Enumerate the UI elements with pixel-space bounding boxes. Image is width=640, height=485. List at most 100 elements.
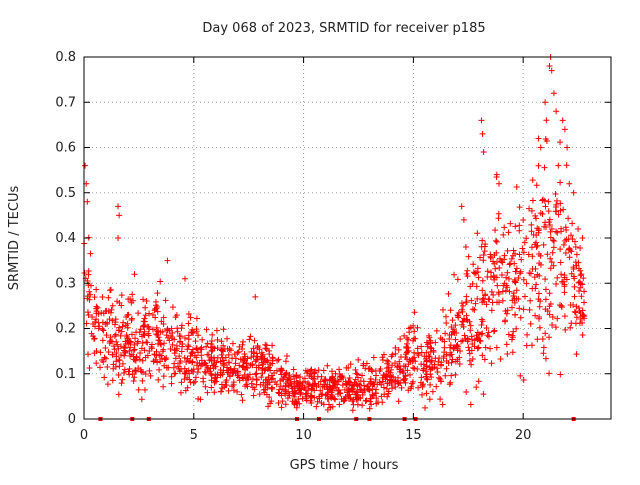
data-point — [256, 391, 263, 398]
data-point — [181, 354, 188, 361]
data-point — [134, 340, 141, 347]
data-point — [280, 376, 287, 383]
data-point — [454, 343, 461, 350]
data-point — [474, 295, 481, 302]
data-point — [129, 297, 136, 304]
data-point — [536, 324, 543, 331]
data-point — [234, 349, 241, 356]
data-point — [516, 227, 523, 234]
data-point — [546, 63, 553, 70]
data-point — [121, 352, 128, 359]
data-point — [139, 339, 146, 346]
data-point — [528, 207, 535, 214]
data-point — [392, 383, 399, 390]
data-point — [144, 323, 151, 330]
data-point — [496, 180, 503, 187]
data-point — [208, 384, 215, 391]
data-point — [442, 330, 449, 337]
data-point — [339, 382, 346, 389]
data-point — [86, 296, 93, 303]
data-point — [561, 283, 568, 290]
data-point — [140, 296, 147, 303]
data-point — [297, 373, 304, 380]
data-point — [517, 372, 524, 379]
data-point — [502, 308, 509, 315]
data-point — [359, 372, 366, 379]
data-point — [100, 310, 107, 317]
data-point — [578, 293, 585, 300]
data-point — [555, 162, 562, 169]
data-point — [234, 388, 241, 395]
data-point — [385, 358, 392, 365]
data-point — [488, 307, 495, 314]
data-point — [548, 226, 555, 233]
data-point — [117, 332, 124, 339]
data-point — [244, 383, 251, 390]
data-point — [220, 357, 227, 364]
data-point — [225, 351, 232, 358]
data-point — [425, 353, 432, 360]
data-point — [201, 368, 208, 375]
data-point — [375, 399, 382, 406]
data-point — [194, 345, 201, 352]
data-point — [404, 367, 411, 374]
data-point — [487, 253, 494, 260]
data-point — [356, 381, 363, 388]
data-point — [473, 269, 480, 276]
data-point — [218, 388, 225, 395]
data-point — [396, 358, 403, 365]
y-tick-label: 0.2 — [55, 322, 76, 337]
data-point — [177, 389, 184, 396]
data-point — [122, 338, 129, 345]
data-point — [447, 379, 454, 386]
data-point — [579, 332, 586, 339]
data-point — [542, 296, 549, 303]
data-point — [503, 274, 510, 281]
y-tick-label: 0.4 — [55, 231, 76, 246]
x-tick-label: 10 — [295, 428, 312, 443]
data-point — [213, 327, 220, 334]
data-point — [547, 300, 554, 307]
data-point — [283, 388, 290, 395]
data-point — [133, 329, 140, 336]
data-point — [534, 336, 541, 343]
data-point — [561, 274, 568, 281]
data-point — [458, 306, 465, 313]
data-point — [570, 302, 577, 309]
data-point — [116, 363, 123, 370]
data-point — [577, 272, 584, 279]
data-point — [220, 348, 227, 355]
data-point — [220, 326, 227, 333]
data-point — [288, 381, 295, 388]
data-point — [153, 302, 160, 309]
data-point — [204, 364, 211, 371]
data-point — [575, 265, 582, 272]
data-point — [218, 338, 225, 345]
data-point — [403, 356, 410, 363]
data-point — [397, 353, 404, 360]
data-point — [85, 312, 92, 319]
data-point — [82, 162, 89, 169]
data-point — [485, 296, 492, 303]
data-point — [448, 351, 455, 358]
data-point — [208, 341, 215, 348]
data-point — [102, 344, 109, 351]
data-point — [87, 282, 94, 289]
data-point — [146, 367, 153, 374]
data-point — [528, 342, 535, 349]
data-point — [249, 384, 256, 391]
data-point — [462, 243, 469, 250]
data-point — [535, 162, 542, 169]
data-point — [113, 353, 120, 360]
data-point — [197, 396, 204, 403]
data-point — [490, 272, 497, 279]
data-point — [554, 274, 561, 281]
data-point — [497, 255, 504, 262]
data-point — [491, 327, 498, 334]
data-point — [542, 99, 549, 106]
data-point — [380, 384, 387, 391]
data-point — [190, 379, 197, 386]
data-point — [145, 324, 152, 331]
data-point — [427, 381, 434, 388]
data-point — [343, 380, 350, 387]
